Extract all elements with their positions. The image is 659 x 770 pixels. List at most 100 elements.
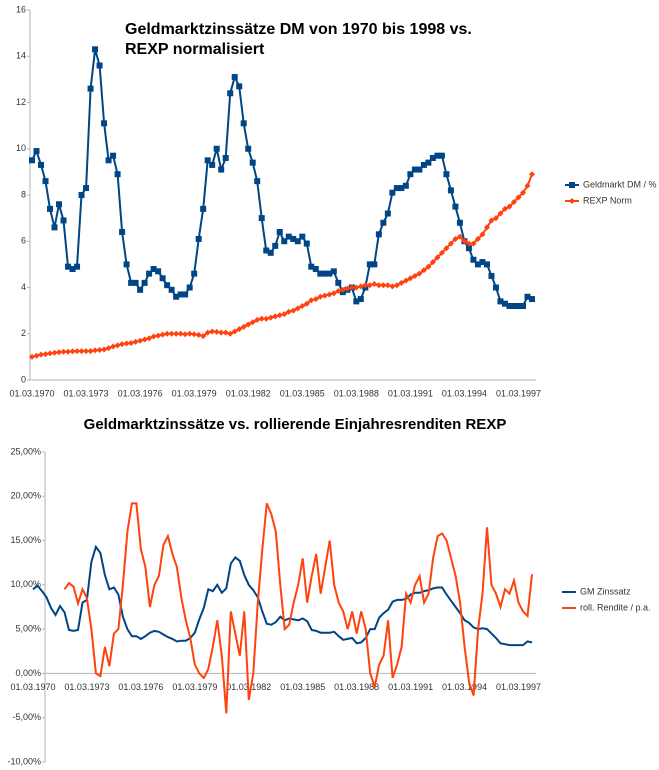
data-point [375, 282, 382, 289]
data-point [258, 315, 265, 322]
data-point [384, 210, 391, 217]
data-point [213, 145, 220, 152]
y-tick-label: 6 [21, 236, 26, 246]
data-point [110, 152, 117, 159]
data-point [204, 329, 211, 336]
data-point [258, 215, 265, 222]
x-tick-label: 01.03.1979 [172, 682, 217, 692]
data-point [65, 263, 72, 270]
data-point [443, 171, 450, 178]
data-point [218, 166, 225, 173]
data-point [150, 333, 157, 340]
data-point [497, 298, 504, 305]
data-point [285, 308, 292, 315]
data-point [33, 352, 40, 359]
data-point [182, 291, 189, 298]
data-point [501, 300, 508, 307]
data-point [492, 284, 499, 291]
data-point [83, 348, 90, 355]
data-point [474, 261, 481, 268]
data-point [60, 348, 67, 355]
legend-marker [569, 198, 575, 204]
data-point [155, 268, 162, 275]
data-point [186, 284, 193, 291]
data-point [483, 261, 490, 268]
data-point [209, 328, 216, 335]
data-point [123, 340, 130, 347]
data-point [492, 215, 499, 222]
data-point [159, 331, 166, 338]
data-point [317, 293, 324, 300]
data-point [29, 353, 35, 360]
data-point [209, 161, 216, 168]
data-point [371, 261, 378, 268]
data-point [51, 224, 58, 231]
data-point [447, 240, 454, 247]
data-point [335, 279, 342, 286]
data-point [398, 279, 405, 286]
legend-label: GM Zinssatz [580, 586, 631, 596]
data-point [137, 286, 144, 293]
data-point [38, 161, 45, 168]
data-point [173, 330, 180, 337]
data-point [299, 303, 306, 309]
data-point [200, 333, 207, 340]
y-tick-label: 2 [21, 328, 26, 338]
data-point [366, 261, 373, 268]
data-point [272, 242, 279, 249]
data-point [429, 259, 436, 266]
data-point [389, 189, 396, 196]
x-tick-label: 01.03.1970 [9, 388, 54, 398]
data-point [515, 194, 522, 201]
data-point [92, 46, 99, 53]
data-point [231, 328, 238, 335]
data-point [87, 85, 94, 92]
x-tick-label: 01.03.1976 [118, 682, 163, 692]
data-point [146, 270, 153, 277]
chart-title: Geldmarktzinssätze vs. rollierende Einja… [84, 416, 507, 433]
x-tick-label: 01.03.1970 [10, 682, 55, 692]
data-point [240, 323, 247, 330]
data-point [393, 282, 400, 289]
data-point [416, 270, 423, 277]
data-point [330, 268, 337, 275]
data-point [245, 145, 252, 152]
data-point [438, 152, 445, 159]
data-point [465, 245, 472, 252]
data-point [420, 267, 427, 274]
data-point [191, 270, 198, 277]
data-point [155, 332, 162, 339]
data-point [74, 348, 81, 355]
data-point [186, 330, 193, 337]
data-point [425, 263, 432, 270]
data-point [524, 182, 531, 189]
data-point [479, 259, 486, 266]
data-point [240, 120, 247, 127]
y-tick-label: 25,00% [10, 446, 41, 456]
data-point [519, 189, 526, 196]
data-point [411, 166, 418, 173]
y-tick-label: 16 [16, 4, 26, 14]
data-point [249, 319, 256, 326]
data-point [200, 205, 207, 212]
legend-label: roll. Rendite / p.a. [580, 602, 651, 612]
data-point [272, 313, 279, 320]
data-point [317, 270, 324, 277]
data-point [281, 311, 288, 318]
data-point [204, 157, 211, 164]
data-point [222, 155, 229, 161]
data-point [182, 331, 189, 338]
x-tick-label: 01.03.1988 [334, 388, 379, 398]
data-point [42, 178, 49, 185]
data-point [236, 83, 243, 90]
x-tick-label: 01.03.1985 [280, 682, 325, 692]
data-point [465, 240, 472, 247]
data-point [357, 283, 364, 290]
data-point [141, 336, 148, 343]
data-point [519, 303, 526, 309]
data-point [227, 90, 234, 97]
data-point [308, 263, 315, 270]
data-point [69, 266, 76, 272]
data-point [294, 238, 301, 245]
